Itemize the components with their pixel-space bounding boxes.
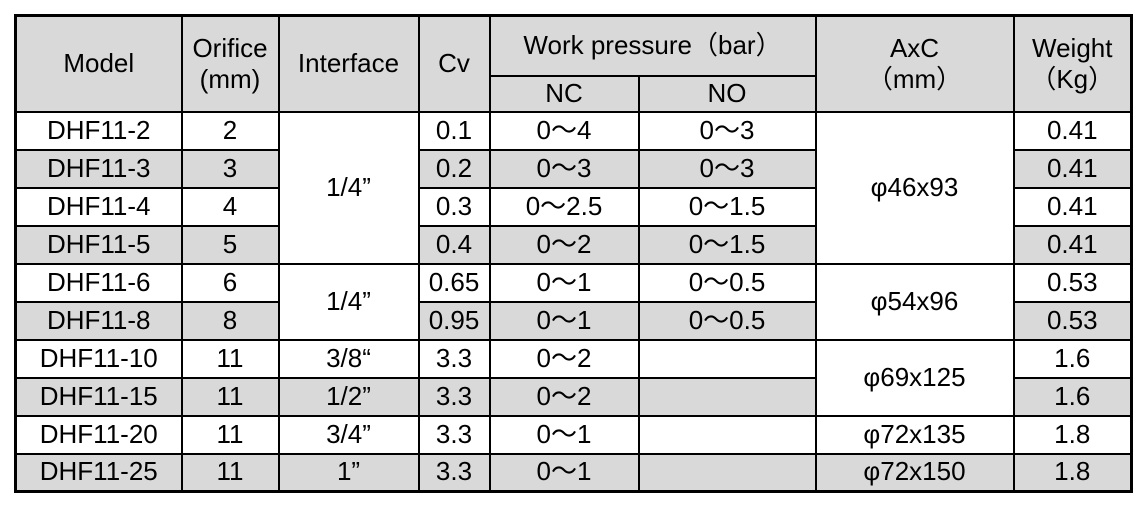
table-row: DHF11-25 11 1” 3.3 0～1 φ72x150 1.8 — [14, 452, 1133, 493]
cell-orifice: 11 — [180, 338, 280, 379]
cell-model: DHF11-6 — [14, 262, 183, 303]
header-model: Model — [14, 14, 183, 113]
cell-interface-merged: 1/4” — [277, 110, 420, 265]
cell-no — [637, 414, 817, 455]
table-row: DHF11-4 4 0.3 0～2.5 0～1.5 0.41 — [14, 186, 1133, 227]
cell-orifice: 11 — [180, 376, 280, 417]
cell-orifice: 5 — [180, 224, 280, 265]
cell-no: 0～1.5 — [637, 224, 817, 265]
table-row: DHF11-8 8 0.95 0～1 0～0.5 0.53 — [14, 300, 1133, 341]
table-row: DHF11-2 2 1/4” 0.1 0～4 0～3 φ46x93 0.41 — [14, 110, 1133, 265]
table-row: DHF11-20 11 3/4” 3.3 0～1 φ72x135 1.8 — [14, 414, 1133, 455]
cell-axc-merged: φ54x96 — [814, 262, 1015, 341]
spec-table-container: Model Orifice (mm) Interface Cv Work pre… — [14, 14, 1133, 493]
cell-interface-merged: 1/4” — [277, 262, 420, 341]
cell-orifice: 4 — [180, 186, 280, 227]
cell-model: DHF11-4 — [14, 186, 183, 227]
cell-orifice: 11 — [180, 414, 280, 455]
cell-model: DHF11-10 — [14, 338, 183, 379]
cell-model: DHF11-8 — [14, 300, 183, 341]
cell-weight: 0.41 — [1012, 110, 1133, 151]
cell-no — [637, 338, 817, 379]
cell-interface: 1/2” — [277, 376, 420, 417]
cell-orifice: 2 — [180, 110, 280, 151]
table-row: DHF11-5 5 0.4 0～2 0～1.5 0.41 — [14, 224, 1133, 265]
cell-cv: 0.1 — [417, 110, 491, 151]
cell-orifice: 11 — [180, 452, 280, 493]
cell-no: 0～3 — [637, 148, 817, 189]
cell-cv: 3.3 — [417, 338, 491, 379]
cell-model: DHF11-2 — [14, 110, 183, 151]
header-orifice-line2: (mm) — [199, 63, 261, 94]
cell-nc: 0～1 — [488, 262, 640, 303]
cell-model: DHF11-20 — [14, 414, 183, 455]
cell-cv: 3.3 — [417, 452, 491, 493]
cell-cv: 0.4 — [417, 224, 491, 265]
cell-orifice: 8 — [180, 300, 280, 341]
cell-nc: 0～1 — [488, 452, 640, 493]
cell-cv: 3.3 — [417, 414, 491, 455]
cell-orifice: 6 — [180, 262, 280, 303]
cell-nc: 0～1 — [488, 414, 640, 455]
cell-model: DHF11-3 — [14, 148, 183, 189]
cell-interface: 1” — [277, 452, 420, 493]
table-row: DHF11-10 11 3/8“ 3.3 0～2 φ69x125 1.6 — [14, 338, 1133, 417]
table-row: DHF11-15 11 1/2” 3.3 0～2 1.6 — [14, 376, 1133, 417]
header-axc-line1: AxC — [889, 32, 940, 63]
cell-axc: φ72x135 — [814, 414, 1015, 455]
cell-no: 0～1.5 — [637, 186, 817, 227]
cell-interface: 3/8“ — [277, 338, 420, 379]
valve-spec-table: Model Orifice (mm) Interface Cv Work pre… — [14, 14, 1133, 493]
table-row: DHF11-3 3 0.2 0～3 0～3 0.41 — [14, 148, 1133, 189]
header-weight: Weight （Kg） — [1012, 14, 1133, 113]
header-work-pressure: Work pressure（bar） — [488, 14, 817, 77]
cell-weight: 0.53 — [1012, 300, 1133, 341]
cell-axc-merged: φ46x93 — [814, 110, 1015, 265]
header-weight-line2: （Kg） — [1030, 63, 1115, 94]
cell-nc: 0～2 — [488, 376, 640, 417]
cell-cv: 0.65 — [417, 262, 491, 303]
cell-interface: 3/4” — [277, 414, 420, 455]
cell-weight: 0.53 — [1012, 262, 1133, 303]
cell-no — [637, 452, 817, 493]
cell-axc: φ72x150 — [814, 452, 1015, 493]
cell-model: DHF11-15 — [14, 376, 183, 417]
cell-axc-merged: φ69x125 — [814, 338, 1015, 417]
header-orifice: Orifice (mm) — [180, 14, 280, 113]
cell-weight: 0.41 — [1012, 224, 1133, 265]
cell-cv: 0.95 — [417, 300, 491, 341]
cell-nc: 0～2.5 — [488, 186, 640, 227]
cell-cv: 0.2 — [417, 148, 491, 189]
header-cv: Cv — [417, 14, 491, 113]
cell-nc: 0～3 — [488, 148, 640, 189]
cell-weight: 1.6 — [1012, 338, 1133, 379]
cell-cv: 3.3 — [417, 376, 491, 417]
cell-cv: 0.3 — [417, 186, 491, 227]
cell-weight: 0.41 — [1012, 148, 1133, 189]
cell-nc: 0～2 — [488, 224, 640, 265]
header-no: NO — [637, 74, 817, 113]
cell-nc: 0～1 — [488, 300, 640, 341]
cell-no: 0～0.5 — [637, 262, 817, 303]
cell-weight: 1.6 — [1012, 376, 1133, 417]
table-row: DHF11-6 6 1/4” 0.65 0～1 0～0.5 φ54x96 0.5… — [14, 262, 1133, 341]
header-orifice-line1: Orifice — [192, 32, 268, 63]
cell-model: DHF11-25 — [14, 452, 183, 493]
cell-nc: 0～4 — [488, 110, 640, 151]
cell-weight: 1.8 — [1012, 452, 1133, 493]
header-axc-line2: （mm） — [866, 63, 963, 94]
cell-nc: 0～2 — [488, 338, 640, 379]
cell-no — [637, 376, 817, 417]
header-weight-line1: Weight — [1032, 32, 1113, 63]
cell-weight: 0.41 — [1012, 186, 1133, 227]
cell-orifice: 3 — [180, 148, 280, 189]
header-axc: AxC （mm） — [814, 14, 1015, 113]
cell-no: 0～3 — [637, 110, 817, 151]
cell-no: 0～0.5 — [637, 300, 817, 341]
cell-model: DHF11-5 — [14, 224, 183, 265]
header-interface: Interface — [277, 14, 420, 113]
cell-weight: 1.8 — [1012, 414, 1133, 455]
header-nc: NC — [488, 74, 640, 113]
